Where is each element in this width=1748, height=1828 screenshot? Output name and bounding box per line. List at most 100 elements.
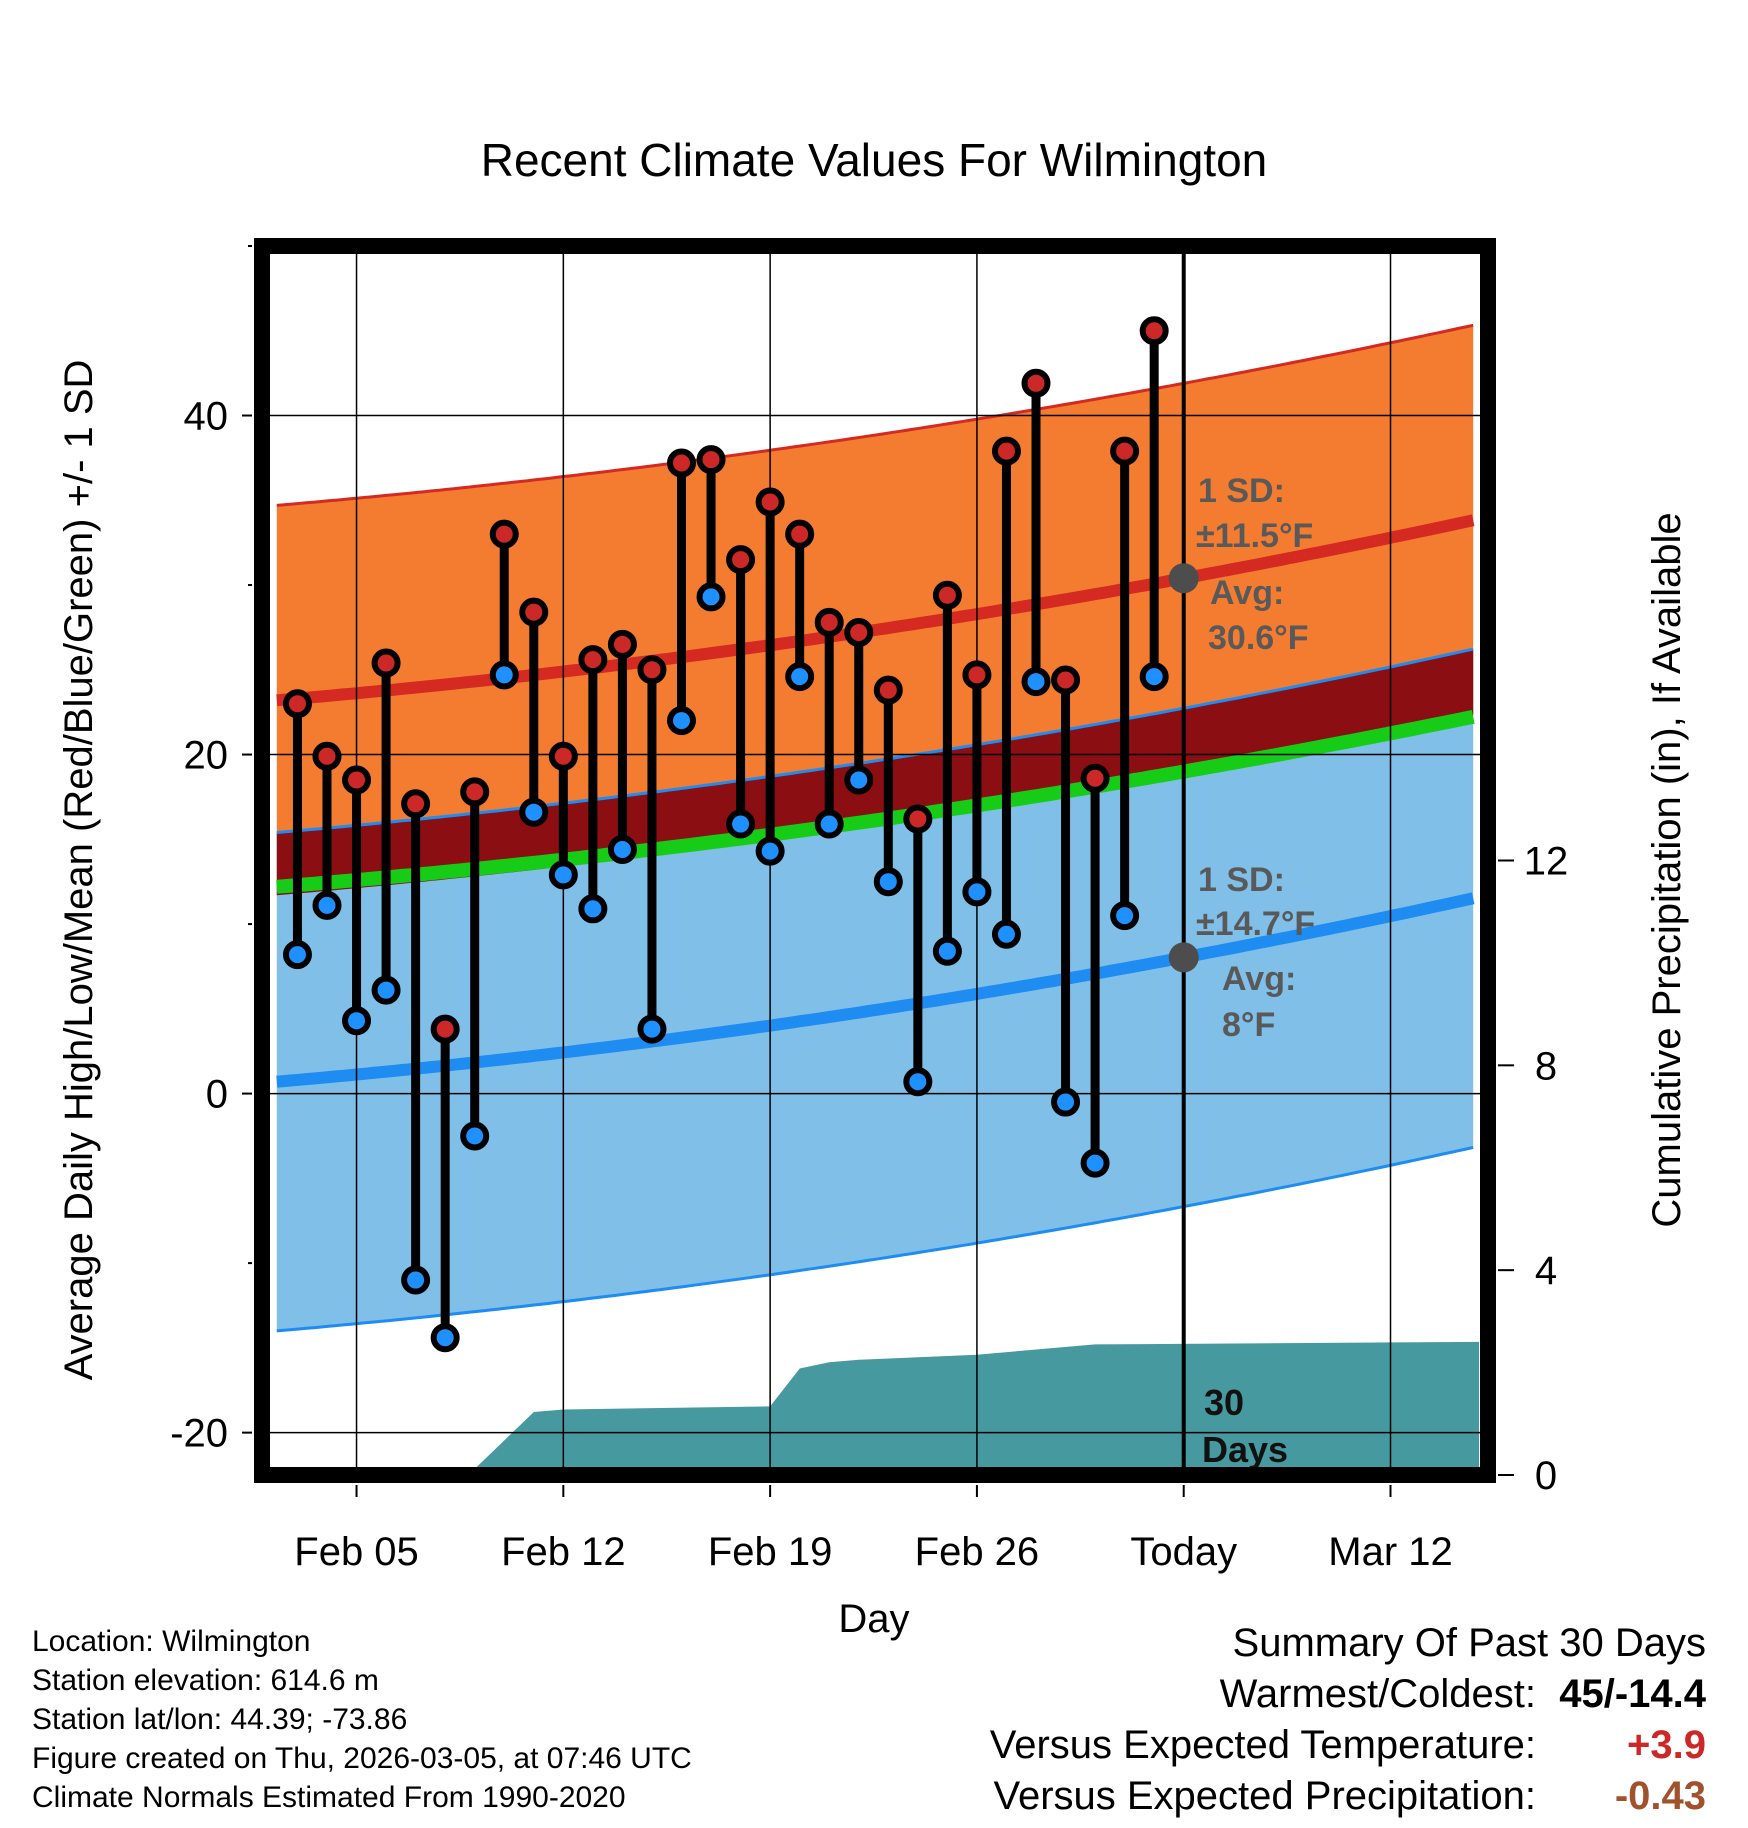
y-tick-label: 0 [206,1073,228,1117]
obs-high-point [401,789,431,819]
obs-low-point [962,877,992,907]
plot-frame [254,238,1496,1483]
obs-high-point [342,765,372,795]
obs-low-point [726,809,756,839]
y-tick-label: 40 [184,395,229,439]
y-axis-label: Average Daily High/Low/Mean (Red/Blue/Gr… [57,360,101,1381]
x-tick-label: Feb 05 [294,1530,419,1574]
obs-high-point [873,675,903,705]
today-high-avg-marker [1168,563,1199,594]
x-tick-label: Feb 26 [915,1530,1040,1574]
y2-tick-label: 4 [1535,1249,1557,1293]
precip-value: -0.43 [1614,1774,1706,1818]
obs-low-point [1110,901,1140,931]
obs-high-point [460,777,490,807]
obs-low-point [489,660,519,690]
obs-high-point [962,660,992,690]
obs-high-point [696,445,726,475]
obs-low-point [578,894,608,924]
info-elevation: Station elevation: 614.6 m [32,1664,379,1697]
x-tick-label: Mar 12 [1328,1530,1453,1574]
temp-label: Versus Expected Temperature: [989,1723,1536,1767]
obs-high-point [666,448,696,478]
obs-low-point [637,1014,667,1044]
info-latlon: Station lat/lon: 44.39; -73.86 [32,1703,408,1736]
chart-title: Recent Climate Values For Wilmington [481,134,1268,186]
obs-high-point [371,648,401,678]
obs-low-point [371,975,401,1005]
summary-precip-row: Versus Expected Precipitation: -0.43 [990,1771,1706,1822]
axes: -20 0 20 40 0 4 8 12 Feb 05 Feb 12 Feb 19 Feb 26 Tod… [170,238,1569,1574]
high-avg-label: Avg: [1210,574,1284,612]
obs-low-point [607,834,637,864]
obs-low-point [785,662,815,692]
summary-warmest-row: Warmest/Coldest: 45/-14.4 [990,1669,1706,1720]
obs-low-point [991,919,1021,949]
x-tick-label: Today [1130,1530,1237,1574]
station-info: Location: Wilmington Station elevation: … [32,1622,692,1817]
obs-high-point [991,436,1021,466]
plot-area [262,246,1488,1475]
high-upper-edge [276,323,1474,507]
days-label-word: Days [1202,1429,1288,1470]
precip-area [415,1341,1480,1475]
days-label-number: 30 [1204,1382,1244,1423]
obs-low-point [519,797,549,827]
obs-low-point [814,809,844,839]
obs-low-point [1021,667,1051,697]
y2-tick-label: 8 [1535,1044,1557,1088]
y-tick-label: -20 [170,1412,228,1456]
high-avg-value: 30.6°F [1208,619,1309,657]
obs-high-point [548,741,578,771]
info-location: Location: Wilmington [32,1625,311,1658]
y-tick-label: 20 [184,734,229,778]
obs-high-point [844,617,874,647]
summary-heading: Summary Of Past 30 Days [1232,1621,1706,1665]
obs-low-point [460,1121,490,1151]
x-tick-label: Feb 12 [501,1530,626,1574]
y2-axis-label: Cumulative Precipitation (in), If Availa… [1645,512,1689,1227]
obs-low-point [548,860,578,890]
obs-low-point [755,836,785,866]
obs-high-point [814,607,844,637]
obs-low-point [342,1006,372,1036]
obs-high-point [903,804,933,834]
today-low-avg-marker [1168,942,1199,973]
high-sd-value: ±11.5°F [1196,517,1313,555]
obs-low-point [282,940,312,970]
obs-low-point [312,890,342,920]
temp-value: +3.9 [1627,1723,1706,1767]
obs-low-point [903,1067,933,1097]
obs-low-point [1051,1087,1081,1117]
obs-low-point [844,765,874,795]
obs-high-point [637,655,667,685]
obs-low-point [666,706,696,736]
precip-layer [415,1341,1480,1475]
warmest-value: 45/-14.4 [1559,1672,1706,1716]
obs-high-point [1080,763,1110,793]
obs-high-point [430,1014,460,1044]
annotations: 1 SD: ±11.5°F Avg: 30.6°F 1 SD: ±14.7°F … [1196,472,1315,1470]
y2-tick-label: 0 [1535,1454,1557,1498]
low-sd-label: 1 SD: [1198,861,1285,899]
obs-high-point [282,689,312,719]
obs-low-point [873,867,903,897]
obs-high-point [1139,316,1169,346]
low-avg-label: Avg: [1222,960,1296,998]
warmest-label: Warmest/Coldest: [1219,1672,1536,1716]
normal-high-line [276,514,1475,707]
today-marker [1168,246,1199,1475]
x-axis-label: Day [838,1597,909,1641]
normal-bands [276,325,1474,1331]
obs-high-point [578,645,608,675]
low-lower-edge [276,1145,1474,1333]
obs-high-point [312,741,342,771]
obs-low-point [932,936,962,966]
obs-high-point [755,487,785,517]
y2-tick-label: 12 [1524,840,1569,884]
info-normals: Climate Normals Estimated From 1990-2020 [32,1781,626,1814]
obs-high-point [519,597,549,627]
obs-high-point [489,519,519,549]
obs-high-point [1051,665,1081,695]
low-sd-value: ±14.7°F [1196,905,1315,943]
